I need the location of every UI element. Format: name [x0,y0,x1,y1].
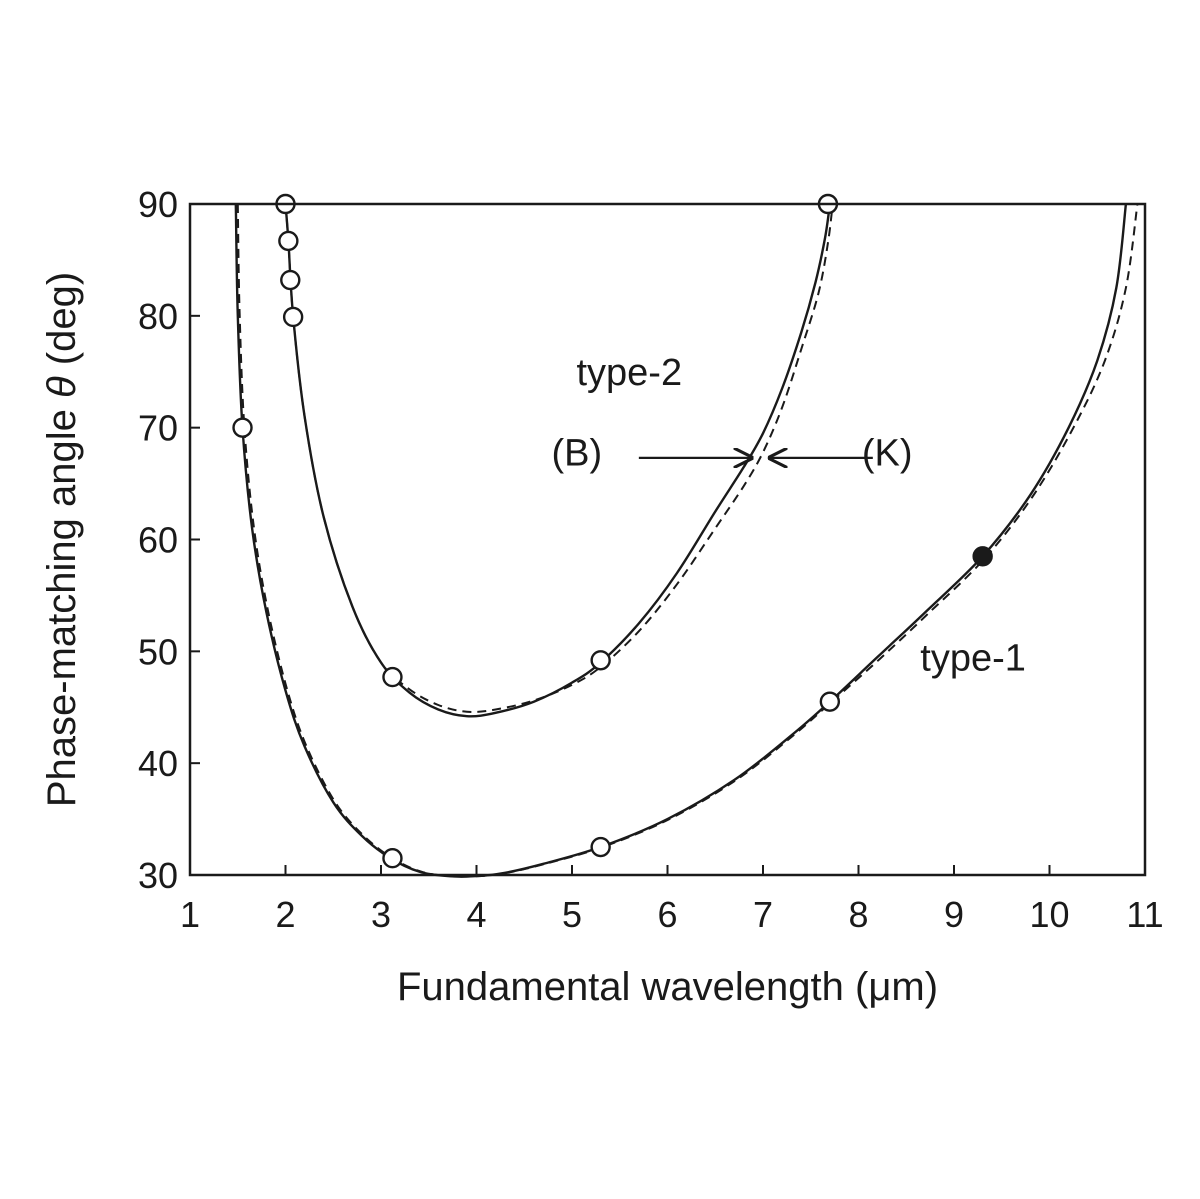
data-point-open [232,417,253,438]
annotation-label: (B) [551,433,602,475]
y-axis-title-prefix: Phase-matching angle [40,398,84,807]
data-point-open [590,650,611,671]
x-tick-label: 4 [466,894,486,935]
data-point-open [280,269,301,291]
y-tick-label: 30 [138,855,178,896]
x-tick-label: 1 [180,894,200,935]
annotation-label: (K) [862,433,913,475]
marker-layer [232,193,993,869]
y-tick-label: 40 [138,743,178,784]
y-tick-label: 80 [138,296,178,337]
y-axis-title-theta: θ [40,376,84,398]
x-tick-label: 10 [1029,894,1069,935]
x-tick-label: 11 [1126,894,1163,935]
series-layer [234,203,1139,878]
x-axis-title: Fundamental wavelength (μm) [397,965,938,1009]
y-tick-label: 90 [138,184,178,225]
tick-layer: 1 2 3 4 5 6 7 8 9 10 11 30 40 50 60 70 80 90 [138,184,1164,935]
x-tick-label: 6 [657,894,677,935]
x-tick-label: 5 [562,894,582,935]
y-axis-title-suffix: (deg) [40,272,84,377]
x-tick-label: 2 [275,894,295,935]
series-type-1-dashed-line [236,203,1139,878]
y-tick-label: 60 [138,520,178,561]
data-point-open [278,230,299,252]
x-tick-label: 8 [848,894,868,935]
data-point-filled [972,546,993,567]
annotation-label: type-2 [576,352,682,394]
y-tick-label: 70 [138,408,178,449]
x-tick-label: 3 [371,894,391,935]
annotation-layer: type-2 type-1 (B) (K) [551,352,1025,679]
y-axis-title: Phase-matching angle θ (deg) [40,272,84,807]
series-type-1-solid-line [234,203,1128,878]
x-tick-label: 7 [753,894,773,935]
data-point-open [382,666,403,688]
data-point-open [282,306,304,328]
annotation-label: type-1 [920,637,1026,679]
data-point-open [590,836,611,858]
y-tick-label: 50 [138,631,178,672]
data-point-open [819,691,841,712]
x-tick-label: 9 [944,894,964,935]
series-type-2-dashed-line [284,203,834,713]
plot-frame [188,202,1147,877]
data-point-open [382,848,403,869]
